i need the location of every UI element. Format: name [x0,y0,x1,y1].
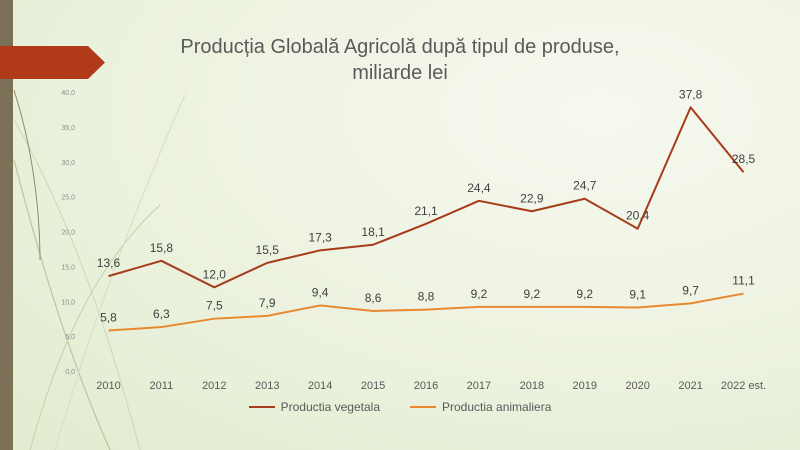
x-tick-label: 2014 [308,380,332,392]
legend-swatch-vegetal [248,406,275,408]
data-label: 6,3 [153,307,170,321]
data-label: 22,9 [520,191,544,205]
data-label: 9,7 [682,283,699,297]
data-label: 9,2 [471,287,488,301]
y-tick-label: 10,0 [61,299,75,306]
data-label: 21,1 [414,204,438,218]
x-tick-label: 2016 [414,380,438,392]
x-tick-label: 2018 [520,380,544,392]
series-line-vegetal [108,106,745,289]
chart-title: Producția Globală Agricolă după tipul de… [150,34,650,86]
title-arrow-tab [0,46,105,79]
x-tick-label: 2020 [625,380,649,392]
chart-legend: Productia vegetala Productia animaliera [0,400,800,414]
x-tick-label: 2011 [150,380,174,392]
data-label: 11,1 [732,274,755,288]
data-label: 15,8 [150,241,174,255]
data-label: 15,5 [256,243,280,257]
y-tick-label: 20,0 [61,230,75,237]
chart-title-line2: miliarde lei [352,62,448,84]
x-tick-label: 2022 est. [721,380,766,392]
data-label: 28,5 [732,152,756,166]
data-label: 20,4 [626,209,650,223]
data-label: 7,9 [259,296,276,310]
data-label: 24,4 [467,181,491,195]
chart-title-line1: Producția Globală Agricolă după tipul de… [180,36,620,58]
data-label: 13,6 [97,256,121,270]
data-label: 9,2 [524,287,541,301]
data-label: 17,3 [308,230,332,244]
data-label: 9,1 [629,288,646,302]
data-label: 24,7 [573,179,597,193]
y-tick-label: 5,0 [65,334,75,341]
x-tick-label: 2019 [573,380,597,392]
y-tick-label: 25,0 [61,195,75,202]
data-label: 18,1 [361,225,385,239]
data-label: 5,8 [100,311,117,325]
y-tick-label: 30,0 [61,160,75,167]
y-tick-label: 35,0 [61,125,75,132]
legend-label-animal: Productia animaliera [442,400,552,414]
x-tick-label: 2015 [361,380,385,392]
legend-label-vegetal: Productia vegetala [280,400,380,414]
y-tick-label: 40,0 [61,90,75,97]
data-label: 9,2 [576,287,593,301]
data-label: 7,5 [206,299,223,313]
data-label: 12,0 [203,267,227,281]
data-label: 37,8 [679,87,703,101]
data-label: 8,8 [418,290,435,304]
x-tick-label: 2017 [467,380,491,392]
series-line-animal [108,292,744,332]
x-tick-label: 2013 [255,380,279,392]
x-tick-label: 2012 [202,380,226,392]
x-tick-label: 2010 [96,380,120,392]
decorative-left-bar [0,0,13,450]
y-tick-label: 15,0 [61,264,75,271]
x-tick-label: 2021 [678,380,702,392]
data-label: 9,4 [312,285,329,299]
legend-item-animal: Productia animaliera [410,400,551,414]
data-label: 8,6 [365,291,382,305]
y-tick-label: 0,0 [65,369,75,376]
legend-swatch-animal [410,406,436,408]
legend-item-vegetal: Productia vegetala [248,400,380,414]
